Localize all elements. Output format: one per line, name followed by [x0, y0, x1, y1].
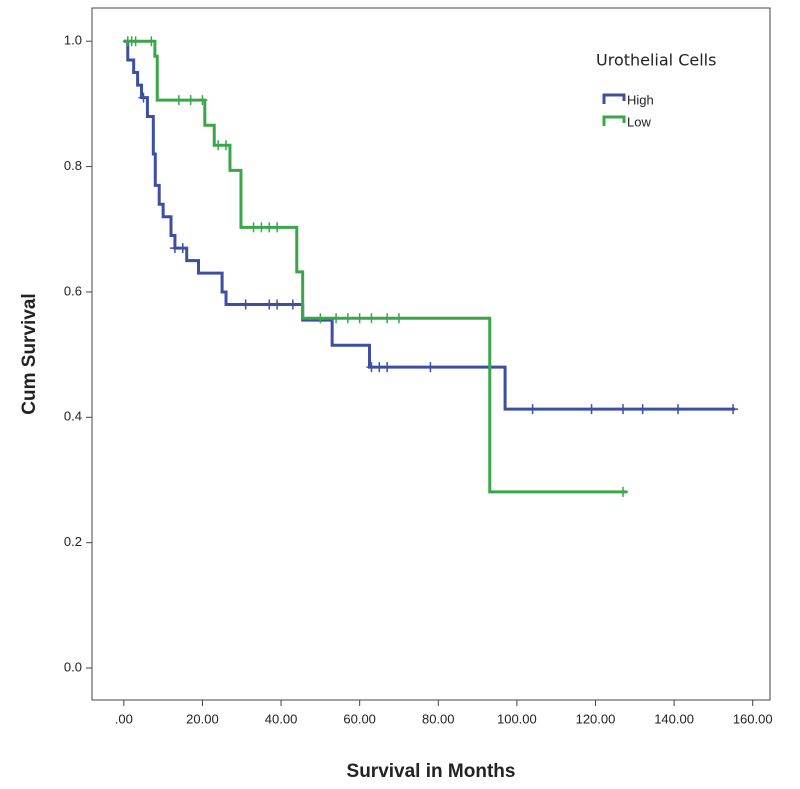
censor-mark — [354, 313, 365, 324]
censor-mark — [342, 313, 353, 324]
censor-mark — [728, 404, 739, 415]
censor-mark — [618, 486, 629, 497]
censor-mark — [130, 36, 141, 47]
censor-mark — [618, 404, 629, 415]
censor-mark — [240, 299, 251, 310]
censor-mark — [272, 299, 283, 310]
legend-label: High — [627, 92, 654, 107]
survival-curve — [123, 39, 736, 411]
censor-mark — [382, 313, 393, 324]
censor-mark — [393, 313, 404, 324]
y-tick-label: 1.0 — [64, 33, 82, 48]
x-tick-label: 20.00 — [186, 711, 219, 726]
x-tick-label: .00 — [115, 711, 133, 726]
censor-mark — [366, 313, 377, 324]
censor-mark — [146, 36, 157, 47]
y-tick-label: 0.8 — [64, 158, 82, 173]
x-tick-label: 80.00 — [422, 711, 455, 726]
censor-mark — [185, 95, 196, 106]
x-tick-label: 40.00 — [265, 711, 298, 726]
x-tick-label: 60.00 — [343, 711, 376, 726]
y-axis-title: Cum Survival — [19, 293, 40, 414]
legend-swatch — [602, 93, 626, 104]
censor-mark — [221, 140, 232, 151]
censor-mark — [315, 313, 326, 324]
plot-frame — [91, 7, 771, 701]
censor-mark — [138, 92, 149, 103]
censor-mark — [173, 95, 184, 106]
legend-title: Urothelial Cells — [596, 51, 716, 70]
censor-mark — [177, 243, 188, 254]
legend-swatch — [602, 115, 626, 126]
censor-mark — [197, 95, 208, 106]
censor-mark — [382, 362, 393, 373]
x-tick-label: 120.00 — [576, 711, 616, 726]
y-tick-label: 0.2 — [64, 534, 82, 549]
y-tick-label: 0.4 — [64, 409, 82, 424]
x-tick-label: 100.00 — [497, 711, 537, 726]
x-tick-label: 140.00 — [654, 711, 694, 726]
survival-curve — [123, 39, 627, 494]
x-axis-title: Survival in Months — [347, 761, 516, 782]
censor-mark — [425, 362, 436, 373]
censor-mark — [527, 404, 538, 415]
censor-mark — [637, 404, 648, 415]
legend-label: Low — [627, 114, 651, 129]
censor-mark — [586, 404, 597, 415]
censor-mark — [287, 299, 298, 310]
censor-mark — [272, 222, 283, 233]
y-tick-label: 0.6 — [64, 283, 82, 298]
censor-mark — [673, 404, 684, 415]
censor-mark — [331, 313, 342, 324]
x-tick-label: 160.00 — [733, 711, 773, 726]
y-tick-label: 0.0 — [64, 659, 82, 674]
